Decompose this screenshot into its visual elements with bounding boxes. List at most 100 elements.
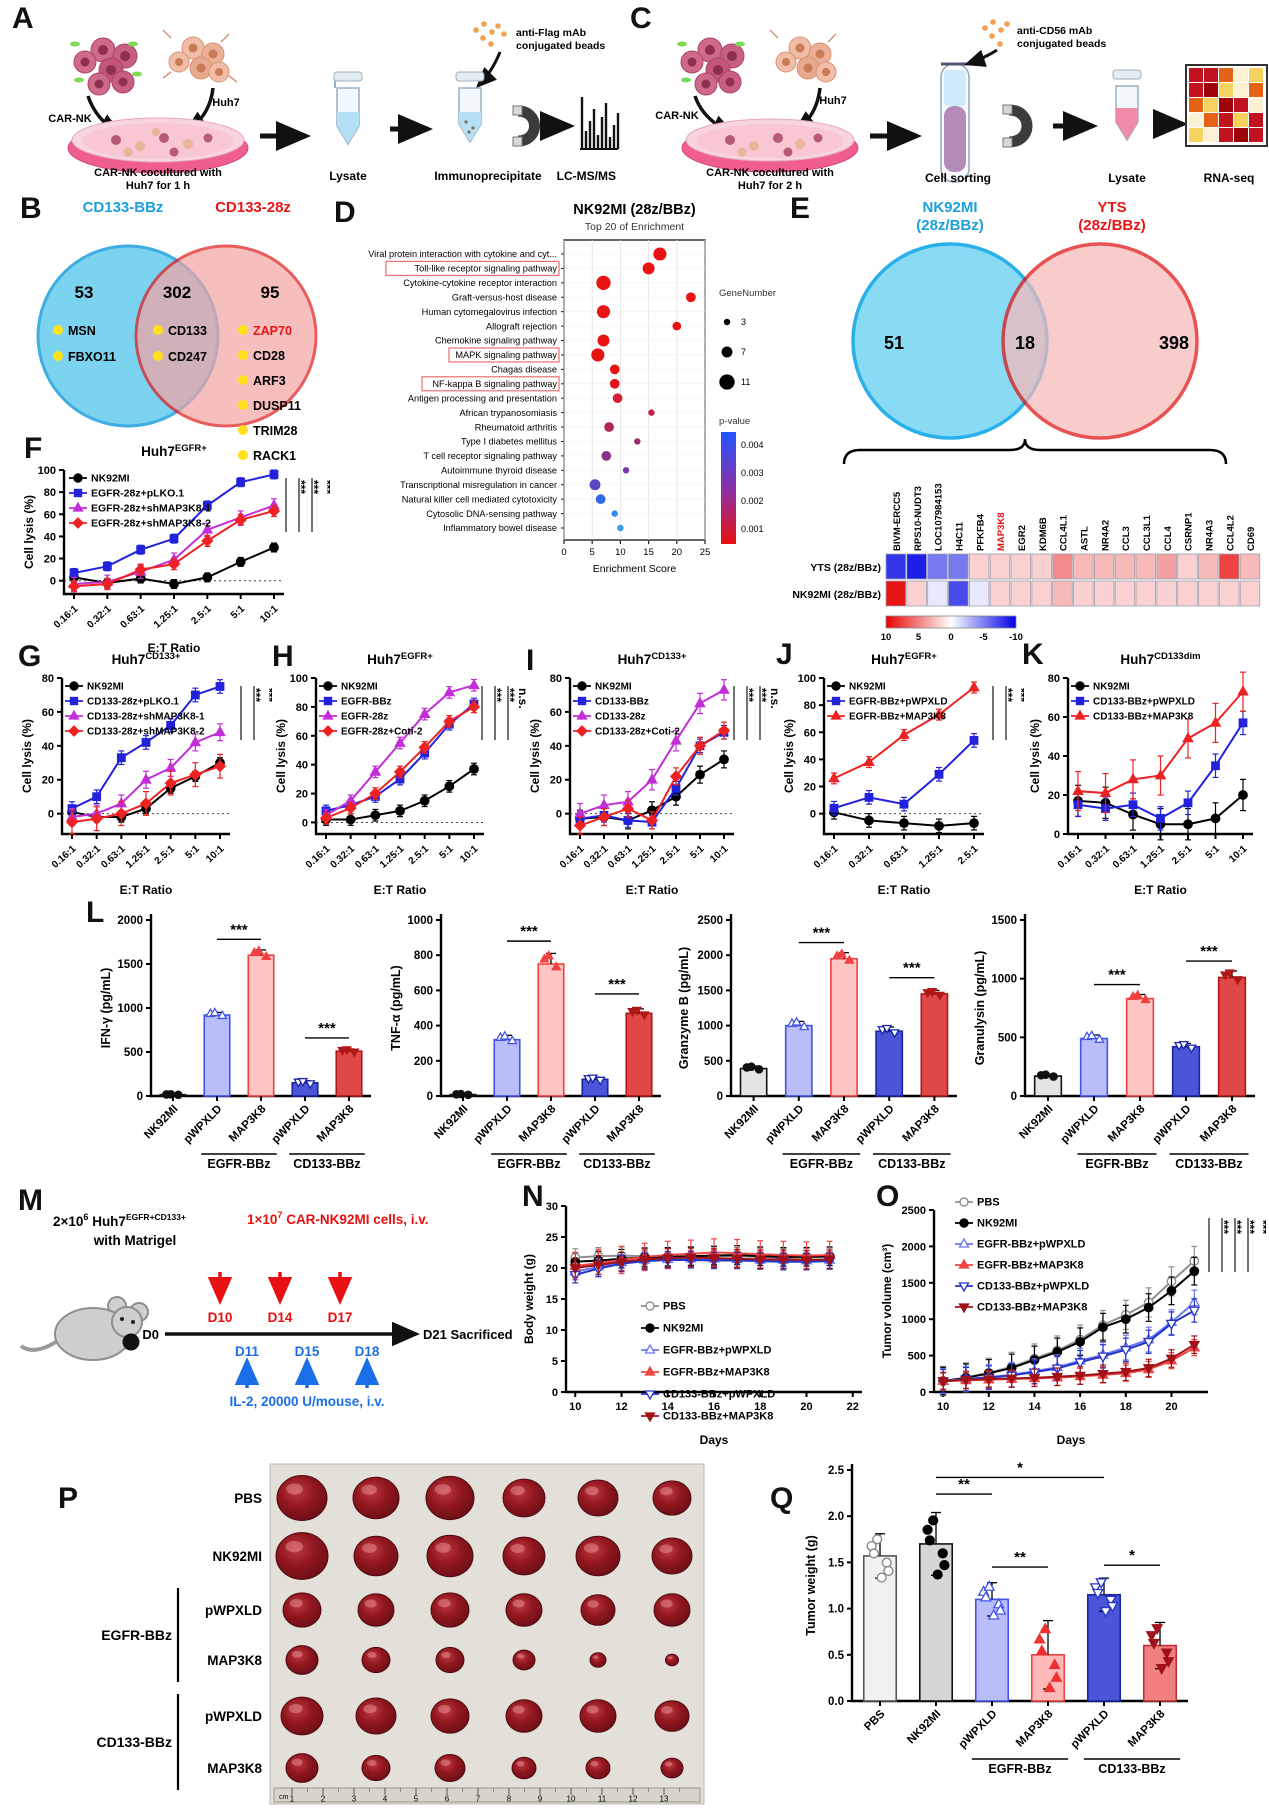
venn-e-title-right-2: (28z/BBz) — [1078, 217, 1146, 234]
venn-b-title-left: CD133-BBz — [83, 199, 164, 216]
svg-text:20: 20 — [44, 554, 56, 566]
svg-text:CSRNP1: CSRNP1 — [1184, 512, 1195, 551]
label-rnaseq: RNA-seq — [1204, 171, 1255, 185]
svg-text:15: 15 — [546, 1294, 558, 1306]
panel-letter-m: M — [18, 1184, 43, 1217]
svg-text:80: 80 — [42, 673, 54, 685]
panel-b-venn: CD133-BBz CD133-28z 53 302 95 MSN FBXO11… — [18, 196, 330, 470]
svg-text:pWPXLD: pWPXLD — [854, 1103, 897, 1146]
svg-text:80: 80 — [296, 702, 308, 714]
label-beads-1: anti-Flag mAb — [516, 27, 586, 39]
svg-text:E:T Ratio: E:T Ratio — [878, 883, 931, 897]
label-cell-sorting: Cell sorting — [925, 171, 991, 185]
svg-text:*: * — [1129, 1547, 1135, 1564]
svg-text:EGFR-BBz: EGFR-BBz — [101, 1627, 172, 1643]
svg-text:0.16:1: 0.16:1 — [1056, 843, 1085, 870]
svg-text:500: 500 — [998, 1032, 1017, 1044]
svg-text:***: *** — [1243, 1220, 1257, 1234]
car-nk-cells — [677, 37, 745, 96]
svg-text:100: 100 — [290, 673, 308, 685]
svg-text:***: *** — [249, 688, 263, 702]
svg-text:0.16:1: 0.16:1 — [812, 843, 841, 870]
svg-text:60: 60 — [1048, 712, 1060, 724]
svg-text:CCL4: CCL4 — [1163, 525, 1174, 551]
svg-text:E:T Ratio: E:T Ratio — [148, 641, 201, 655]
svg-text:EGFR-BBz+MAP3K8: EGFR-BBz+MAP3K8 — [663, 1367, 770, 1379]
dish-caption-1: CAR-NK cocultured with — [94, 167, 222, 179]
arrow — [964, 48, 998, 67]
svg-text:40: 40 — [42, 741, 54, 753]
svg-text:GeneNumber: GeneNumber — [719, 288, 776, 299]
svg-text:IFN-γ (pg/mL): IFN-γ (pg/mL) — [99, 968, 113, 1049]
svg-text:Granzyme B (pg/mL): Granzyme B (pg/mL) — [677, 947, 691, 1069]
svg-text:1000: 1000 — [902, 1314, 926, 1326]
svg-text:60: 60 — [42, 707, 54, 719]
chart-svg-H: 0 20 40 60 80 100 0.16:10.32:10.63:11.25:1 2.5:… — [274, 651, 530, 897]
svg-text:5:1: 5:1 — [229, 603, 247, 621]
svg-text:10:1: 10:1 — [708, 843, 731, 865]
svg-text:9: 9 — [538, 1795, 543, 1804]
svg-text:NF-kappa B signaling pathway: NF-kappa B signaling pathway — [432, 379, 557, 389]
svg-text:20: 20 — [804, 782, 816, 794]
svg-text:0.5: 0.5 — [828, 1650, 845, 1662]
svg-text:T cell receptor signaling path: T cell receptor signaling pathway — [423, 451, 557, 461]
svg-text:EGFR-BBz+pWPXLD: EGFR-BBz+pWPXLD — [977, 1239, 1086, 1251]
svg-text:500: 500 — [704, 1056, 723, 1068]
svg-text:0: 0 — [556, 809, 562, 821]
svg-text:Cytokine-cytokine receptor int: Cytokine-cytokine receptor interaction — [403, 278, 557, 288]
chart-svg-O: 0 500 1000 1500 2000 2500 10 12 14 16 18 20 Tumor vo… — [880, 1197, 1269, 1448]
tumor-inoculation-label: 2×106 Huh7EGFR+CD133+ — [53, 1212, 186, 1229]
svg-text:80: 80 — [550, 673, 562, 685]
svg-text:pWPXLD: pWPXLD — [205, 1603, 262, 1618]
svg-text:EGFR-28z+pLKO.1: EGFR-28z+pLKO.1 — [91, 488, 184, 500]
svg-text:0.16:1: 0.16:1 — [50, 843, 79, 870]
svg-text:Cell lysis (%): Cell lysis (%) — [1028, 719, 1042, 793]
svg-text:CD133-BBz+pWPXLD: CD133-BBz+pWPXLD — [977, 1281, 1089, 1293]
chart-svg-L3: 0 500 1000 1500 2000 2500 Granzyme B (pg/mL) NK… — [677, 914, 957, 1171]
svg-text:cm: cm — [279, 1794, 289, 1801]
venn-e-count-left: 51 — [884, 333, 904, 353]
svg-text:***: *** — [755, 688, 769, 702]
svg-text:***: *** — [1256, 1220, 1266, 1234]
svg-text:2.5:1: 2.5:1 — [956, 843, 981, 867]
svg-text:p-value: p-value — [719, 416, 750, 427]
svg-text:1.25:1: 1.25:1 — [630, 843, 659, 870]
svg-text:200: 200 — [414, 1056, 433, 1068]
svg-text:CD133-BBz: CD133-BBz — [583, 1157, 650, 1171]
svg-text:0.63:1: 0.63:1 — [1111, 843, 1140, 870]
svg-text:0.63:1: 0.63:1 — [119, 603, 148, 630]
timeline-d21: D21 Sacrificed — [423, 1327, 513, 1342]
dose-prefix: 2×10 — [53, 1214, 83, 1229]
svg-text:EGFR-BBz: EGFR-BBz — [988, 1762, 1051, 1776]
svg-text:Antigen processing and present: Antigen processing and presentation — [408, 393, 557, 403]
svg-text:0.001: 0.001 — [741, 524, 764, 534]
svg-text:6: 6 — [445, 1795, 450, 1804]
svg-text:100: 100 — [38, 465, 56, 477]
venn-e-count-mid: 18 — [1015, 333, 1035, 353]
svg-text:MAP3K8: MAP3K8 — [207, 1653, 262, 1668]
svg-text:NK92MI: NK92MI — [1093, 682, 1130, 693]
svg-text:E:T Ratio: E:T Ratio — [120, 883, 173, 897]
svg-text:NK92MI: NK92MI — [87, 682, 124, 693]
chart-svg-Ehm: BIVM-ERCC5 RPS10-NUDT3 LOC107984153 H4C11 PF… — [792, 483, 1261, 643]
svg-text:CD133-BBz: CD133-BBz — [97, 1734, 172, 1750]
svg-text:MAP3K8: MAP3K8 — [996, 512, 1007, 551]
nk-sup: 7 — [277, 1210, 282, 1220]
svg-text:EGFR-BBz+pWPXLD: EGFR-BBz+pWPXLD — [849, 697, 948, 708]
svg-text:0.004: 0.004 — [741, 440, 764, 450]
svg-text:20: 20 — [672, 547, 683, 558]
svg-text:EGFR-BBz: EGFR-BBz — [207, 1157, 270, 1171]
svg-text:CD133-28z+pLKO.1: CD133-28z+pLKO.1 — [87, 697, 179, 708]
svg-text:20: 20 — [296, 789, 308, 801]
panel-i-chart: 0 20 40 60 80 0.16:1 0.32:1 0.63:1 1.25:1 2.5:1 5:… — [526, 648, 782, 900]
venn-e-count-right: 398 — [1159, 333, 1189, 353]
svg-text:n.s.: n.s. — [768, 688, 778, 709]
svg-text:1000: 1000 — [697, 1021, 723, 1033]
svg-text:5:1: 5:1 — [438, 843, 456, 861]
dish-caption-2: Huh7 for 1 h — [126, 180, 190, 192]
svg-text:Granulysin (pg/mL): Granulysin (pg/mL) — [973, 951, 987, 1066]
svg-text:NK92MI: NK92MI — [341, 682, 378, 693]
panel-letter-f: F — [24, 432, 43, 465]
svg-text:MAP3K8: MAP3K8 — [605, 1103, 647, 1145]
venn-b-count-right: 95 — [261, 283, 280, 302]
